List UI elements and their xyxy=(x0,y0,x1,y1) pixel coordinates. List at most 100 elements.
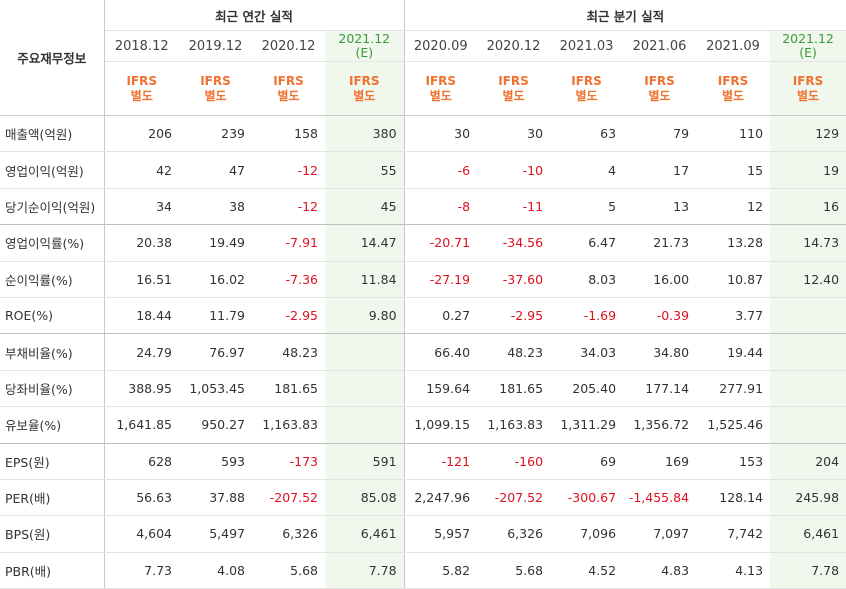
estimate-marker: (E) xyxy=(799,45,817,60)
basis-standard: IFRS xyxy=(644,73,675,88)
period-header: 2021.06 xyxy=(623,30,697,62)
row-label: 영업이익(억원) xyxy=(0,151,105,189)
value-cell: 1,053.45 xyxy=(179,370,252,408)
value-cell: 21.73 xyxy=(623,224,697,262)
basis-type: 별도 xyxy=(797,88,820,103)
value-cell: 181.65 xyxy=(252,370,325,408)
value-cell: 181.65 xyxy=(477,370,551,408)
value-cell: 69 xyxy=(550,443,624,480)
row-label: 매출액(억원) xyxy=(0,115,105,153)
value-cell: 5.68 xyxy=(252,552,325,589)
period-header: 2020.12 xyxy=(252,30,325,62)
value-cell: -27.19 xyxy=(404,261,478,298)
value-cell: 16 xyxy=(770,188,846,226)
row-label: 순이익률(%) xyxy=(0,261,105,298)
value-cell: 6,326 xyxy=(477,515,551,553)
value-cell: 19 xyxy=(770,151,846,189)
value-cell: -37.60 xyxy=(477,261,551,298)
basis-standard: IFRS xyxy=(717,73,749,88)
value-cell: 206 xyxy=(104,115,179,153)
basis-type: 별도 xyxy=(130,88,153,103)
value-cell: -173 xyxy=(252,443,325,480)
value-cell: 245.98 xyxy=(770,479,846,517)
table-row: 매출액(억원) 206 239 158 380 30 30 63 79 110 129 xyxy=(0,115,846,153)
value-cell: 205.40 xyxy=(550,370,624,408)
value-cell: 34.80 xyxy=(623,333,697,371)
row-label: 영업이익률(%) xyxy=(0,224,105,262)
value-cell: 38 xyxy=(179,188,252,226)
value-cell: 10.87 xyxy=(696,261,771,298)
period-label: 2020.12 xyxy=(486,38,541,54)
period-label: 2018.12 xyxy=(114,38,169,54)
row-label: BPS(원) xyxy=(0,515,105,553)
value-cell: 388.95 xyxy=(104,370,179,408)
value-cell xyxy=(770,370,846,408)
basis-type: 별도 xyxy=(721,88,745,103)
basis-header: IFRS 별도 xyxy=(325,61,405,116)
value-cell: 239 xyxy=(179,115,252,153)
value-cell: 6,461 xyxy=(770,515,846,553)
period-label: 2021.12 xyxy=(338,31,391,46)
value-cell: -300.67 xyxy=(550,479,624,517)
value-cell: 5,957 xyxy=(404,515,478,553)
value-cell: 13 xyxy=(623,188,697,226)
value-cell: -34.56 xyxy=(477,224,551,262)
basis-header: IFRS 별도 xyxy=(696,61,771,116)
value-cell: 129 xyxy=(770,115,846,153)
value-cell: 6,326 xyxy=(252,515,325,553)
value-cell: 11.79 xyxy=(179,297,252,335)
value-cell: -207.52 xyxy=(252,479,325,517)
value-cell: 3.77 xyxy=(696,297,771,335)
value-cell: 2,247.96 xyxy=(404,479,478,517)
value-cell: 5.68 xyxy=(477,552,551,589)
value-cell: 24.79 xyxy=(104,333,179,371)
value-cell: 14.73 xyxy=(770,224,846,262)
row-label: 당좌비율(%) xyxy=(0,370,105,408)
value-cell: 56.63 xyxy=(104,479,179,517)
table-row: EPS(원) 628 593 -173 591 -121 -160 69 169 153 204 xyxy=(0,443,846,480)
value-cell: -2.95 xyxy=(477,297,551,335)
basis-standard: IFRS xyxy=(126,73,158,88)
value-cell: -11 xyxy=(477,188,551,226)
basis-standard: IFRS xyxy=(425,73,457,88)
basis-header: IFRS 별도 xyxy=(179,61,252,116)
basis-type: 별도 xyxy=(575,88,598,103)
value-cell: 55 xyxy=(325,151,405,189)
value-cell: 20.38 xyxy=(104,224,179,262)
basis-type: 별도 xyxy=(502,88,525,103)
estimate-marker: (E) xyxy=(355,45,374,60)
value-cell: 14.47 xyxy=(325,224,405,262)
basis-standard: IFRS xyxy=(200,73,231,88)
value-cell: -7.91 xyxy=(252,224,325,262)
value-cell: 0.27 xyxy=(404,297,478,335)
value-cell: 1,641.85 xyxy=(104,406,179,444)
basis-header: IFRS 별도 xyxy=(550,61,624,116)
basis-header: IFRS 별도 xyxy=(104,61,179,116)
basis-header: IFRS 별도 xyxy=(404,61,478,116)
table-row: 영업이익(억원) 42 47 -12 55 -6 -10 4 17 15 19 xyxy=(0,151,846,189)
value-cell: 16.02 xyxy=(179,261,252,298)
value-cell: 13.28 xyxy=(696,224,771,262)
table-row: ROE(%) 18.44 11.79 -2.95 9.80 0.27 -2.95 -1.69-… xyxy=(0,297,846,335)
value-cell: 4.13 xyxy=(696,552,771,589)
value-cell: 4.83 xyxy=(623,552,697,589)
table-row: 영업이익률(%) 20.38 19.49 -7.91 14.47 -20.71 -34.56… xyxy=(0,224,846,262)
value-cell: 5,497 xyxy=(179,515,252,553)
value-cell: 7.78 xyxy=(770,552,846,589)
table-row: 유보율(%) 1,641.85 950.27 1,163.83 1,099.15 1,16… xyxy=(0,406,846,444)
value-cell: -0.39 xyxy=(623,297,697,335)
value-cell: 177.14 xyxy=(623,370,697,408)
basis-standard: IFRS xyxy=(792,73,824,88)
basis-header: IFRS 별도 xyxy=(477,61,551,116)
value-cell: 628 xyxy=(104,443,179,480)
value-cell xyxy=(770,333,846,371)
value-cell xyxy=(325,406,405,444)
basis-header: IFRS 별도 xyxy=(770,61,846,116)
basis-standard: IFRS xyxy=(273,73,304,88)
value-cell: 15 xyxy=(696,151,771,189)
value-cell: 37.88 xyxy=(179,479,252,517)
value-cell: -7.36 xyxy=(252,261,325,298)
period-label: 2021.09 xyxy=(706,38,760,54)
value-cell: 79 xyxy=(623,115,697,153)
